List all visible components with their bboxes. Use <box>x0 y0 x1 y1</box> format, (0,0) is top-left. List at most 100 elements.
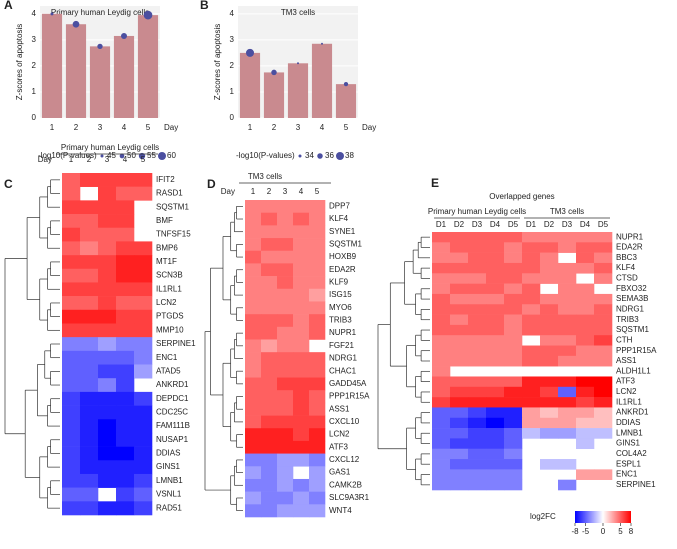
heatmap-cell <box>62 186 81 201</box>
bar <box>65 24 87 118</box>
heatmap-cell <box>486 459 505 470</box>
legend-label: 45 <box>107 151 116 160</box>
row-label: MMP10 <box>156 325 184 334</box>
heatmap-cell <box>309 478 326 492</box>
heatmap-cell <box>432 479 451 491</box>
heatmap-cell <box>540 232 559 243</box>
heatmap-cell <box>558 417 577 429</box>
heatmap-cell <box>62 173 81 187</box>
heatmap-cell <box>504 407 523 419</box>
heatmap-cell <box>558 273 577 284</box>
heatmap-cell <box>80 282 99 297</box>
row-label: NDRG1 <box>616 305 645 314</box>
row-label: ATF3 <box>616 377 636 386</box>
heatmap-cell <box>245 314 262 328</box>
heatmap-cell <box>576 335 595 346</box>
heatmap-cell <box>432 376 451 388</box>
heatmap-cell <box>558 386 577 398</box>
heatmap-cell <box>594 335 613 346</box>
column-label: D2 <box>544 220 555 229</box>
row-label: IL1RL1 <box>156 284 182 293</box>
heatmap-cell <box>450 428 469 439</box>
heatmap-cell <box>309 428 326 442</box>
heatmap-cell <box>116 296 135 311</box>
p-value-dot <box>143 10 153 20</box>
heatmap-cell <box>293 491 310 505</box>
heatmap-cell <box>468 335 487 346</box>
heatmap-cell <box>594 273 613 284</box>
heatmap-cell <box>134 473 153 488</box>
heatmap-cell <box>540 417 559 429</box>
row-label: PPP1R15A <box>329 392 370 401</box>
heatmap-cell <box>245 263 262 277</box>
heatmap-cell <box>277 466 294 480</box>
heatmap-cell <box>486 252 505 264</box>
row-label: SQSTM1 <box>616 325 649 334</box>
heatmap-cell <box>98 405 117 420</box>
p-value-dot <box>121 32 127 39</box>
heatmap-cell <box>98 255 117 270</box>
panel-label: B <box>200 0 209 12</box>
heatmap-cell <box>594 262 613 274</box>
heatmap-cell <box>245 402 262 416</box>
column-label: 5 <box>141 155 146 164</box>
heatmap-cell <box>468 438 487 450</box>
heatmap-cell <box>98 323 117 338</box>
heatmap-cell <box>245 238 262 252</box>
heatmap-cell <box>116 473 135 488</box>
p-value-dot <box>246 48 254 57</box>
heatmap-cell <box>558 459 577 470</box>
row-label: EDA2R <box>329 265 356 274</box>
legend-dot <box>119 153 125 159</box>
heatmap-cell <box>504 345 523 357</box>
heatmap-cell <box>468 283 487 295</box>
heatmap-cell <box>80 309 99 324</box>
panel-title: TM3 cells <box>281 8 315 17</box>
heatmap-cell <box>134 391 153 406</box>
heatmap-cell <box>309 314 326 328</box>
bar <box>263 72 285 118</box>
heatmap-cell <box>540 355 559 367</box>
heatmap-cell <box>116 282 135 297</box>
colorbar-tick-label: 0 <box>601 527 606 536</box>
heatmap-cell <box>277 276 294 290</box>
p-value-dot <box>72 20 80 28</box>
heatmap-cell <box>468 345 487 357</box>
heatmap-cell <box>468 376 487 388</box>
row-label: SERPINE1 <box>616 480 656 489</box>
row-label: GAS1 <box>329 468 351 477</box>
heatmap-cell <box>80 501 99 516</box>
heatmap-cell <box>116 186 135 201</box>
heatmap-cell <box>540 293 559 305</box>
heatmap-cell <box>309 212 326 226</box>
heatmap-cell <box>468 314 487 326</box>
row-label: ATAD5 <box>156 366 181 375</box>
heatmap-cell <box>594 293 613 305</box>
heatmap-cell <box>116 309 135 324</box>
heatmap-cell <box>62 214 81 229</box>
heatmap-cell <box>245 352 262 366</box>
heatmap-cell <box>558 314 577 326</box>
legend-dot <box>298 154 302 158</box>
heatmap-cell <box>432 314 451 326</box>
heatmap-cell <box>504 273 523 284</box>
row-label: ASS1 <box>329 404 350 413</box>
heatmap-cell <box>450 459 469 470</box>
heatmap-cell <box>594 324 613 336</box>
bar <box>41 13 63 119</box>
heatmap-cell <box>245 288 262 302</box>
heatmap-cell <box>594 428 613 439</box>
row-label: MT1F <box>156 257 177 266</box>
colorbar-tick-label: 8 <box>629 527 634 536</box>
row-label: NUPR1 <box>329 328 357 337</box>
panel-label: C <box>4 177 13 191</box>
heatmap-cell <box>504 376 523 388</box>
heatmap-cell <box>468 252 487 264</box>
heatmap-cell <box>134 460 153 475</box>
heatmap-cell <box>594 407 613 419</box>
heatmap-cell <box>450 304 469 315</box>
x-axis-label: Day <box>362 123 376 132</box>
row-label: WNT4 <box>329 506 352 515</box>
heatmap-cell <box>98 214 117 229</box>
heatmap-cell <box>293 453 310 467</box>
